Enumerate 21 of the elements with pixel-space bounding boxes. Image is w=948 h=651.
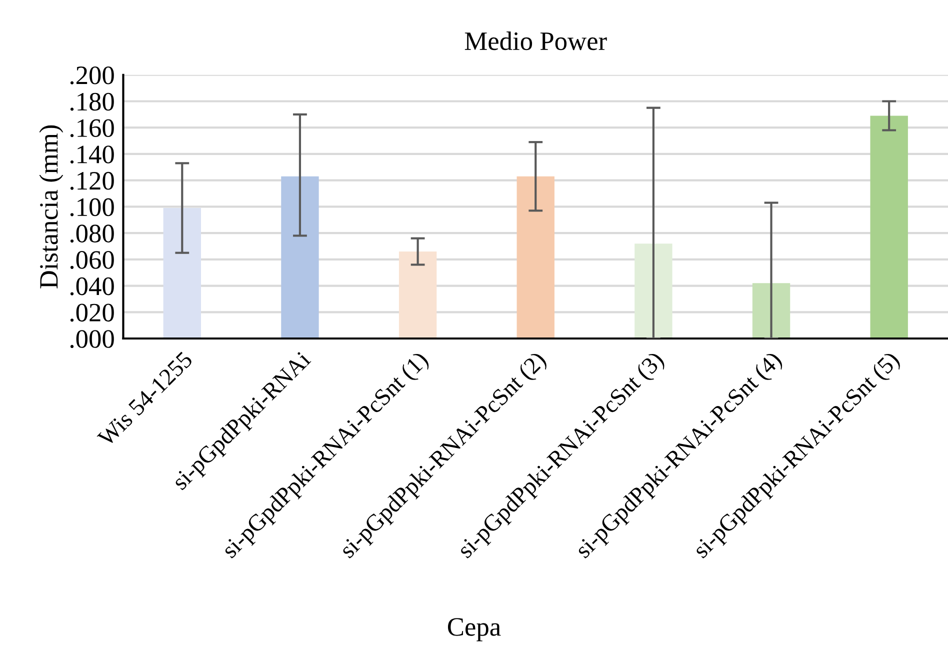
- y-tick-label: .180: [70, 92, 114, 111]
- bar: [163, 208, 202, 339]
- y-tick-label: .060: [70, 251, 114, 269]
- bar: [516, 176, 554, 339]
- y-tick-label: .160: [70, 119, 114, 138]
- bar: [752, 283, 790, 339]
- y-axis-title: Distancia (mm): [39, 125, 64, 288]
- y-tick-label: .140: [70, 146, 114, 164]
- chart-title: Medio Power: [464, 32, 607, 50]
- bar: [281, 176, 319, 339]
- y-tick-label: .120: [70, 172, 114, 190]
- y-tick-label: .100: [70, 198, 114, 216]
- y-tick-label: .080: [70, 224, 114, 243]
- y-tick-label: .200: [70, 66, 114, 84]
- bar: [634, 244, 672, 339]
- bar: [398, 252, 437, 339]
- y-tick-label: .020: [70, 304, 114, 322]
- bar: [870, 116, 908, 339]
- x-axis-title: Cepa: [448, 618, 501, 642]
- y-tick-label: .040: [70, 277, 114, 296]
- y-tick-label: .000: [70, 330, 114, 348]
